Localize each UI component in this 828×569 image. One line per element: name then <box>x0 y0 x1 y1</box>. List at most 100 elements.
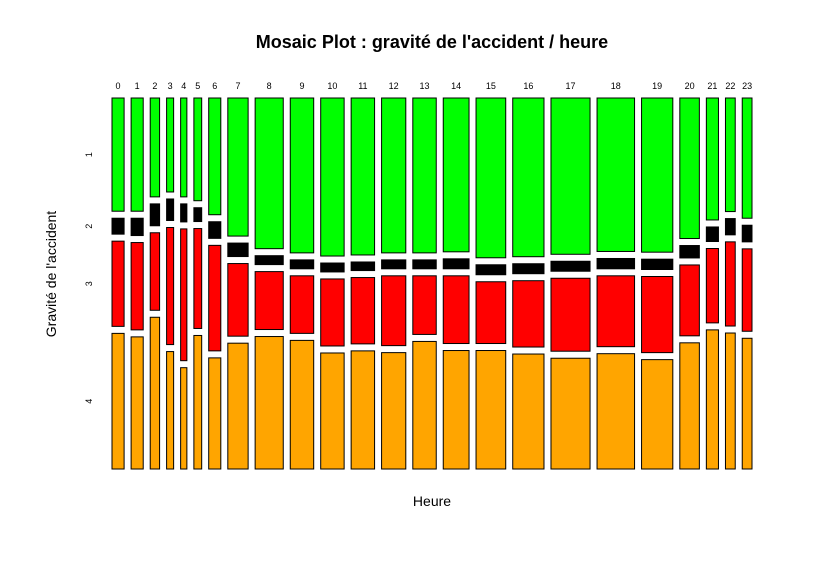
tile-hour-16-level-2 <box>512 263 545 275</box>
x-tick-labels: 0 1 2 3 4 5 6 7 8 9 10 11 12 13 14 15 16 17 18 19 20 21 22 23 <box>116 81 753 91</box>
tile-hour-14-level-1 <box>442 97 470 253</box>
tile-hour-10-level-4 <box>320 352 345 470</box>
tile-hour-20-level-2 <box>679 245 700 259</box>
tile-hour-23-level-3 <box>741 248 753 332</box>
tile-hour-8-level-3 <box>254 271 284 331</box>
x-tick-label: 7 <box>235 81 240 91</box>
tile-hour-20-level-1 <box>679 97 700 240</box>
tile-hour-15-level-2 <box>475 264 507 276</box>
chart-title: Mosaic Plot : gravité de l'accident / he… <box>256 32 608 52</box>
tile-hour-5-level-3 <box>193 228 203 329</box>
tile-hour-17-level-2 <box>550 260 591 272</box>
tile-hour-17-level-4 <box>550 357 591 470</box>
tile-hour-11-level-3 <box>350 277 376 345</box>
tile-hour-19-level-4 <box>641 359 674 470</box>
tile-hour-12-level-4 <box>381 352 407 470</box>
x-tick-label: 22 <box>725 81 735 91</box>
x-tick-label: 3 <box>168 81 173 91</box>
tile-hour-12-level-1 <box>381 97 407 254</box>
tile-hour-0-level-1 <box>111 97 125 212</box>
x-tick-label: 21 <box>707 81 717 91</box>
tile-hour-10-level-2 <box>320 262 345 273</box>
y-tick-label: 2 <box>84 224 94 229</box>
tile-hour-20-level-4 <box>679 342 700 470</box>
tile-hour-18-level-4 <box>596 353 636 470</box>
tile-hour-3-level-4 <box>166 351 175 470</box>
tile-hour-23-level-1 <box>741 97 753 219</box>
tile-hour-7-level-4 <box>227 342 249 470</box>
tile-hour-17-level-3 <box>550 277 591 352</box>
tile-hour-15-level-4 <box>475 350 507 470</box>
x-tick-label: 4 <box>181 81 186 91</box>
tile-hour-6-level-3 <box>208 244 222 352</box>
tile-hour-3-level-2 <box>166 198 175 221</box>
tile-hour-8-level-1 <box>254 97 284 250</box>
tile-hour-8-level-4 <box>254 336 284 470</box>
x-tick-label: 12 <box>389 81 399 91</box>
tile-hour-18-level-2 <box>596 257 636 270</box>
tile-hour-7-level-1 <box>227 97 249 237</box>
tile-hour-21-level-2 <box>705 226 719 243</box>
tile-hour-16-level-3 <box>512 280 545 348</box>
tile-hour-13-level-4 <box>412 340 437 470</box>
tile-hour-13-level-2 <box>412 259 437 270</box>
tile-hour-4-level-1 <box>180 97 188 198</box>
tile-hour-12-level-2 <box>381 259 407 270</box>
tile-hour-22-level-2 <box>724 218 736 236</box>
tile-hour-17-level-1 <box>550 97 591 255</box>
tile-hour-2-level-4 <box>149 316 161 470</box>
x-tick-label: 6 <box>212 81 217 91</box>
x-tick-label: 2 <box>152 81 157 91</box>
x-tick-label: 23 <box>742 81 752 91</box>
tile-hour-19-level-3 <box>641 276 674 354</box>
x-tick-label: 15 <box>486 81 496 91</box>
x-tick-label: 18 <box>611 81 621 91</box>
tile-hour-14-level-3 <box>442 275 470 345</box>
tile-hour-4-level-4 <box>180 367 188 470</box>
x-tick-label: 0 <box>116 81 121 91</box>
tile-hour-0-level-2 <box>111 217 125 235</box>
tile-hour-11-level-4 <box>350 350 376 470</box>
tile-hour-5-level-4 <box>193 334 203 470</box>
tile-hour-6-level-4 <box>208 357 222 470</box>
tile-hour-6-level-1 <box>208 97 222 216</box>
tile-hour-23-level-4 <box>741 337 753 470</box>
tile-hour-11-level-1 <box>350 97 376 256</box>
x-tick-label: 16 <box>523 81 533 91</box>
tile-hour-18-level-3 <box>596 275 636 348</box>
x-tick-label: 9 <box>299 81 304 91</box>
tile-hour-9-level-2 <box>289 259 315 270</box>
mosaic-tiles <box>111 97 753 470</box>
tile-hour-20-level-3 <box>679 264 700 337</box>
tile-hour-18-level-1 <box>596 97 636 252</box>
tile-hour-19-level-1 <box>641 97 674 253</box>
tile-hour-0-level-3 <box>111 240 125 327</box>
tile-hour-19-level-2 <box>641 258 674 270</box>
tile-hour-3-level-1 <box>166 97 175 193</box>
tile-hour-22-level-1 <box>724 97 736 213</box>
tile-hour-0-level-4 <box>111 332 125 470</box>
tile-hour-5-level-1 <box>193 97 203 202</box>
x-tick-label: 5 <box>195 81 200 91</box>
x-tick-label: 11 <box>358 81 367 91</box>
tile-hour-21-level-1 <box>705 97 719 221</box>
y-tick-label: 3 <box>84 281 94 286</box>
tile-hour-12-level-3 <box>381 275 407 347</box>
x-tick-label: 13 <box>420 81 430 91</box>
tile-hour-4-level-3 <box>180 228 188 362</box>
tile-hour-15-level-3 <box>475 281 507 345</box>
tile-hour-11-level-2 <box>350 261 376 272</box>
x-tick-label: 17 <box>566 81 576 91</box>
tile-hour-13-level-3 <box>412 275 437 335</box>
tile-hour-9-level-4 <box>289 339 315 470</box>
tile-hour-1-level-1 <box>130 97 144 212</box>
tile-hour-21-level-3 <box>705 248 719 324</box>
tile-hour-9-level-1 <box>289 97 315 254</box>
x-tick-label: 1 <box>135 81 140 91</box>
tile-hour-16-level-1 <box>512 97 545 258</box>
tile-hour-10-level-1 <box>320 97 345 257</box>
x-axis-label: Heure <box>413 493 451 509</box>
tile-hour-7-level-2 <box>227 242 249 258</box>
tile-hour-23-level-2 <box>741 224 753 243</box>
